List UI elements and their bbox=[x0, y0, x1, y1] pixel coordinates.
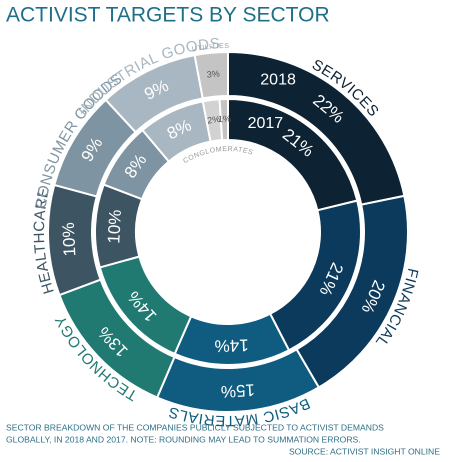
series-label: 2018 bbox=[260, 71, 296, 88]
value-label: 15% bbox=[220, 380, 255, 401]
category-label: CONGLOMERATES bbox=[182, 146, 254, 165]
value-label: 1% bbox=[218, 114, 231, 124]
chart-title: ACTIVIST TARGETS BY SECTOR bbox=[6, 4, 330, 27]
value-label: 10% bbox=[104, 209, 125, 244]
ring-segment bbox=[218, 97, 229, 142]
value-label: 2% bbox=[207, 114, 221, 126]
value-label: 14% bbox=[214, 335, 249, 355]
caption: SECTOR BREAKDOWN OF THE COMPANIES PUBLIC… bbox=[6, 422, 384, 432]
value-label: 3% bbox=[206, 68, 220, 79]
category-label-path: CONGLOMERATES bbox=[182, 146, 253, 165]
source: SOURCE: ACTIVIST INSIGHT ONLINE bbox=[289, 446, 440, 456]
caption: GLOBALLY, IN 2018 AND 2017. NOTE: ROUNDI… bbox=[6, 434, 361, 444]
value-label: 10% bbox=[59, 222, 80, 257]
category-label-path: UTILITIES bbox=[192, 43, 229, 53]
ring-segment bbox=[193, 50, 229, 100]
series-label: 2017 bbox=[248, 115, 284, 132]
category-label: UTILITIES bbox=[192, 43, 230, 53]
